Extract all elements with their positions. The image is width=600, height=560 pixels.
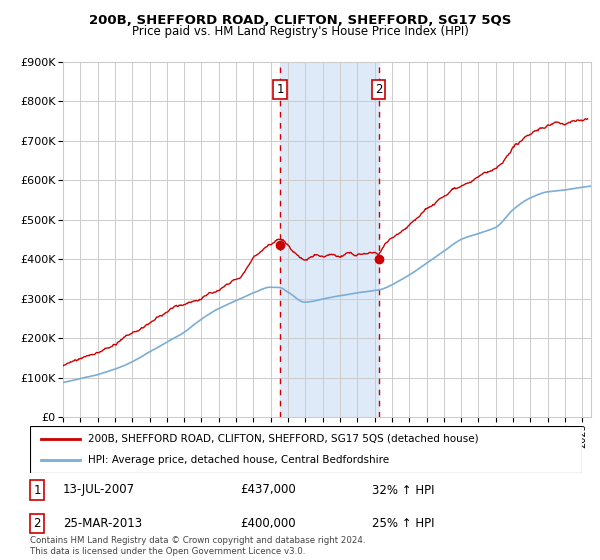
Text: 2: 2 <box>34 517 41 530</box>
Text: HPI: Average price, detached house, Central Bedfordshire: HPI: Average price, detached house, Cent… <box>88 455 389 465</box>
Bar <box>280 62 379 417</box>
Text: 13-JUL-2007: 13-JUL-2007 <box>63 483 135 497</box>
Text: 25-MAR-2013: 25-MAR-2013 <box>63 517 142 530</box>
Text: 1: 1 <box>277 83 284 96</box>
Text: 32% ↑ HPI: 32% ↑ HPI <box>372 483 434 497</box>
Text: 2: 2 <box>375 83 382 96</box>
Text: 200B, SHEFFORD ROAD, CLIFTON, SHEFFORD, SG17 5QS: 200B, SHEFFORD ROAD, CLIFTON, SHEFFORD, … <box>89 14 511 27</box>
Text: 1: 1 <box>34 483 41 497</box>
Text: Price paid vs. HM Land Registry's House Price Index (HPI): Price paid vs. HM Land Registry's House … <box>131 25 469 38</box>
Text: £437,000: £437,000 <box>240 483 296 497</box>
Text: £400,000: £400,000 <box>240 517 296 530</box>
Text: Contains HM Land Registry data © Crown copyright and database right 2024.
This d: Contains HM Land Registry data © Crown c… <box>30 536 365 556</box>
FancyBboxPatch shape <box>30 426 582 473</box>
Text: 25% ↑ HPI: 25% ↑ HPI <box>372 517 434 530</box>
Text: 200B, SHEFFORD ROAD, CLIFTON, SHEFFORD, SG17 5QS (detached house): 200B, SHEFFORD ROAD, CLIFTON, SHEFFORD, … <box>88 434 479 444</box>
